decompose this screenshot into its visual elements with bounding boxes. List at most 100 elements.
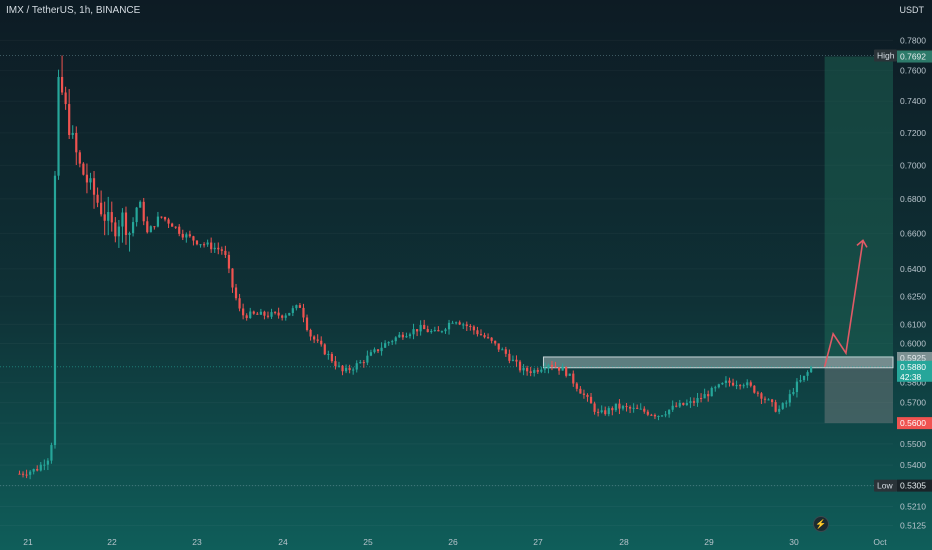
candle bbox=[362, 362, 365, 364]
candle bbox=[46, 460, 49, 465]
y-tick-label: 0.5400 bbox=[900, 460, 926, 470]
candle bbox=[344, 367, 348, 372]
candle bbox=[142, 201, 145, 222]
candle bbox=[270, 312, 273, 317]
y-tick-label: 0.6600 bbox=[900, 228, 926, 238]
entry-zone-box[interactable] bbox=[542, 356, 894, 369]
candle bbox=[210, 242, 213, 250]
candle bbox=[682, 402, 685, 405]
candle bbox=[391, 341, 394, 343]
candle bbox=[501, 349, 504, 351]
candle bbox=[778, 408, 781, 412]
candle bbox=[227, 254, 231, 269]
symbol-title[interactable]: IMX / TetherUS, 1h, BINANCE bbox=[6, 5, 144, 16]
low-label: Low bbox=[877, 481, 893, 491]
candle bbox=[25, 474, 28, 476]
target-price-tag: 0.7692 bbox=[900, 52, 926, 62]
candle bbox=[795, 381, 799, 393]
candle bbox=[699, 397, 703, 399]
candle bbox=[458, 322, 461, 325]
candle bbox=[366, 355, 369, 363]
candle bbox=[465, 324, 468, 327]
candle bbox=[589, 396, 593, 404]
y-tick-label: 0.5500 bbox=[900, 439, 926, 449]
candle bbox=[582, 393, 586, 395]
candle bbox=[131, 222, 135, 234]
candle bbox=[29, 471, 32, 475]
candle bbox=[483, 335, 486, 338]
x-tick-label: 26 bbox=[448, 537, 458, 547]
candle bbox=[192, 236, 195, 241]
candle bbox=[206, 242, 209, 245]
candle bbox=[547, 364, 550, 369]
candle bbox=[419, 324, 422, 332]
candle bbox=[650, 414, 653, 416]
candle bbox=[557, 367, 561, 371]
candle bbox=[799, 380, 802, 382]
candle bbox=[43, 464, 46, 466]
candle bbox=[288, 312, 291, 316]
current-price-tag-bg bbox=[897, 360, 932, 382]
candle bbox=[494, 340, 497, 344]
arrow-head bbox=[856, 239, 868, 248]
candle bbox=[89, 178, 92, 183]
candle bbox=[430, 331, 433, 333]
candle bbox=[291, 308, 294, 313]
candle bbox=[302, 307, 305, 318]
candle bbox=[281, 315, 284, 318]
candle bbox=[437, 330, 440, 332]
candle bbox=[618, 403, 621, 409]
candle bbox=[611, 408, 614, 411]
low-price-tag: 0.5305 bbox=[900, 481, 926, 491]
candle bbox=[423, 324, 426, 330]
profit-zone[interactable] bbox=[824, 56, 893, 358]
loss-zone[interactable] bbox=[824, 357, 893, 424]
candle bbox=[160, 216, 163, 218]
low-price-tag-bg bbox=[897, 479, 932, 492]
candle bbox=[518, 361, 522, 371]
candle bbox=[394, 337, 397, 342]
candle bbox=[213, 247, 216, 250]
candle bbox=[174, 226, 177, 228]
candle bbox=[103, 214, 106, 221]
candle bbox=[426, 329, 429, 333]
candle bbox=[21, 473, 25, 475]
candle bbox=[245, 315, 248, 319]
y-tick-label: 0.6100 bbox=[900, 319, 926, 329]
candle bbox=[369, 352, 373, 356]
candle bbox=[348, 367, 351, 371]
candle bbox=[554, 366, 557, 368]
candle bbox=[305, 317, 309, 330]
candle bbox=[646, 411, 649, 415]
candle bbox=[188, 234, 191, 237]
candle bbox=[540, 369, 543, 372]
candle bbox=[266, 315, 270, 317]
candle bbox=[352, 369, 355, 371]
candle bbox=[689, 401, 692, 404]
candle bbox=[522, 367, 525, 371]
candle bbox=[384, 343, 387, 348]
x-tick-label: 28 bbox=[619, 537, 629, 547]
candle bbox=[412, 329, 415, 335]
projection-arrow[interactable] bbox=[823, 240, 864, 367]
candle bbox=[593, 403, 596, 412]
candle bbox=[259, 311, 262, 315]
candle bbox=[387, 342, 390, 344]
candle bbox=[433, 330, 436, 332]
candle bbox=[511, 359, 515, 361]
candle bbox=[717, 384, 720, 388]
candle bbox=[678, 402, 681, 407]
candle bbox=[742, 385, 745, 387]
y-tick-label: 0.7800 bbox=[900, 35, 926, 45]
candle bbox=[359, 362, 362, 364]
lightning-icon[interactable]: ⚡ bbox=[813, 516, 829, 532]
candle bbox=[806, 372, 809, 376]
candle bbox=[739, 385, 742, 387]
candle bbox=[114, 222, 117, 237]
y-tick-label: 0.5125 bbox=[900, 520, 926, 530]
candle bbox=[234, 287, 238, 299]
x-tick-label: 25 bbox=[363, 537, 373, 547]
candle bbox=[32, 469, 35, 472]
candle bbox=[202, 244, 206, 246]
